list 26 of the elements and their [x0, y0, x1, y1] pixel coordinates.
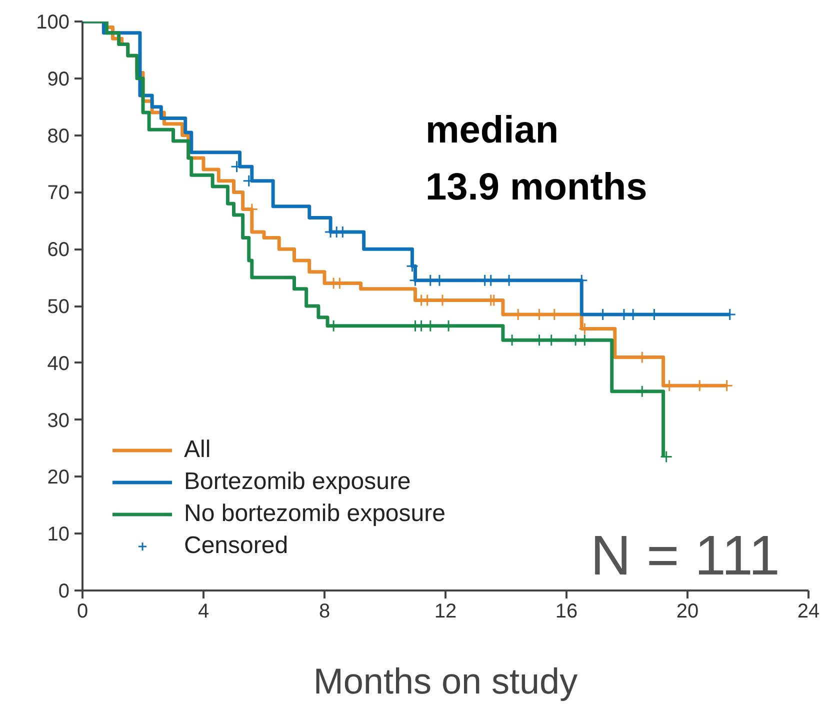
x-tick-label: 8 — [318, 600, 330, 622]
y-tick-label: 100 — [36, 12, 70, 34]
y-tick-label: 20 — [47, 466, 70, 489]
y-tick-label: 60 — [47, 239, 70, 262]
y-tick-label: 80 — [47, 125, 70, 148]
x-axis-title: Months on study — [313, 660, 578, 702]
legend-label: Censored — [184, 532, 288, 560]
annotation: N = 111 — [590, 524, 780, 586]
y-tick-label: 0 — [58, 580, 70, 602]
legend-label: No bortezomib exposure — [184, 500, 446, 528]
legend-label: Bortezomib exposure — [184, 468, 411, 496]
x-tick-label: 12 — [434, 600, 457, 622]
annotation: 13.9 months — [426, 166, 648, 208]
x-tick-label: 24 — [797, 600, 820, 622]
y-tick-label: 10 — [47, 524, 70, 546]
y-tick-label: 70 — [47, 182, 70, 204]
legend-label: All — [184, 436, 211, 464]
x-tick-label: 0 — [76, 600, 88, 622]
y-tick-label: 40 — [47, 352, 70, 375]
x-tick-label: 16 — [555, 600, 578, 622]
y-tick-label: 90 — [47, 68, 70, 90]
y-tick-label: 30 — [47, 410, 70, 432]
x-tick-label: 4 — [198, 600, 210, 622]
annotation: median — [426, 110, 559, 152]
y-tick-label: 50 — [47, 296, 70, 318]
x-tick-label: 20 — [676, 600, 699, 622]
